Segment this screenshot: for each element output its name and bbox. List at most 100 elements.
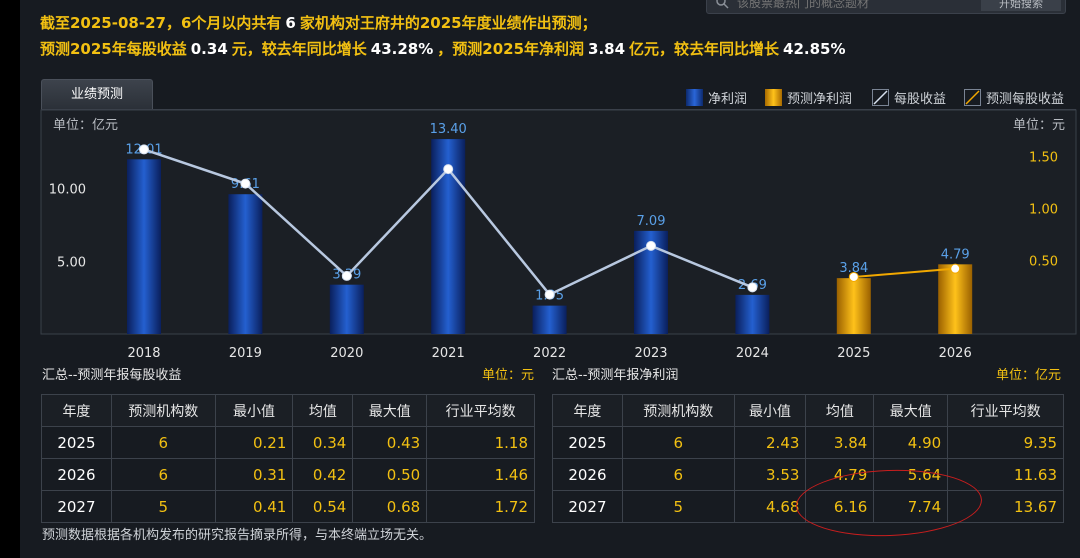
- table-row: 2025 6 2.43 3.84 4.90 9.35: [552, 426, 1064, 459]
- x-axis-tick-label: 2019: [229, 346, 262, 361]
- table-header-cell: 行业平均数: [947, 394, 1064, 427]
- forecast-eps-point: [848, 271, 859, 282]
- profit-table-title: 汇总--预测年报净利润: [552, 368, 679, 383]
- table-header-cell: 年度: [41, 394, 112, 427]
- eps-point: [443, 164, 454, 175]
- table-cell: 3.84: [805, 426, 875, 459]
- summary-line-2: 预测2025年每股收益 0.34 元，较去年同比增长 43.28% ，预测2025年净利…: [40, 38, 850, 59]
- search-box: 开始搜索: [706, 0, 1066, 14]
- summary-line-1: 截至2025-08-27，6个月以内共有 6 家机构对王府井的2025年度业绩作出预…: [40, 12, 597, 33]
- table-cell: 2027: [41, 490, 112, 523]
- table-header-cell: 均值: [292, 394, 354, 427]
- eps-point: [646, 240, 656, 251]
- table-header-cell: 最小值: [214, 394, 294, 427]
- legend-swatch-blue: [686, 89, 703, 106]
- table-cell: 2025: [552, 426, 623, 459]
- table-row: 2027 5 0.41 0.54 0.68 1.72: [41, 490, 535, 523]
- legend-item-forecast-eps[interactable]: 预测每股收益: [964, 88, 1064, 107]
- table-header-cell: 行业平均数: [426, 394, 535, 427]
- legend-label: 预测净利润: [787, 92, 853, 107]
- x-axis-tick-label: 2023: [634, 346, 667, 361]
- table-header-cell: 年度: [552, 394, 623, 427]
- profit-table-unit: 单位：亿元: [996, 368, 1062, 383]
- legend-label: 预测每股收益: [986, 92, 1065, 107]
- left-axis-tick-label: 5.00: [57, 255, 86, 270]
- left-axis-tick-label: 10.00: [49, 183, 86, 198]
- profit-summary-table: 年度 预测机构数 最小值 均值 最大值 行业平均数 2025 6 2.43 3.…: [552, 394, 1064, 523]
- legend-label: 净利润: [708, 92, 748, 107]
- net-profit-bar: [228, 194, 263, 334]
- table-row: 2025 6 0.21 0.34 0.43 1.18: [41, 426, 535, 459]
- legend-item-eps[interactable]: 每股收益: [872, 88, 946, 107]
- forecast-eps-line: [853, 267, 956, 278]
- tab-earnings-forecast[interactable]: 业绩预测: [41, 79, 153, 109]
- eps-point: [341, 270, 352, 281]
- forecast-eps-point: [950, 263, 961, 274]
- x-axis-tick-label: 2022: [533, 346, 566, 361]
- eps-forecast: 0.34: [190, 40, 228, 58]
- table-cell: 0.31: [214, 458, 294, 491]
- legend-item-forecast-net-profit[interactable]: 预测净利润: [765, 88, 852, 107]
- right-axis-tick-label: 1.00: [1029, 203, 1058, 218]
- table-cell: 6: [621, 458, 735, 491]
- table-header-cell: 预测机构数: [621, 394, 735, 427]
- table-cell: 0.50: [352, 458, 428, 491]
- net-profit-bar: [532, 305, 567, 334]
- bar-value-label: 4.79: [941, 247, 970, 262]
- table-cell: 5.64: [873, 458, 949, 491]
- x-axis-tick-label: 2020: [330, 346, 363, 361]
- table-cell: 11.63: [947, 458, 1064, 491]
- table-cell: 2026: [552, 458, 623, 491]
- table-cell: 6.16: [805, 490, 875, 523]
- table-cell: 1.18: [426, 426, 535, 459]
- table-header-cell: 均值: [805, 394, 875, 427]
- table-cell: 2.43: [733, 426, 807, 459]
- x-axis-tick-label: 2025: [837, 346, 870, 361]
- table-row: 2026 6 3.53 4.79 5.64 11.63: [552, 458, 1064, 491]
- summary-text: 亿元，较去年同比增长: [629, 40, 780, 58]
- right-axis-tick-label: 0.50: [1029, 254, 1058, 269]
- table-header-row: 年度 预测机构数 最小值 均值 最大值 行业平均数: [41, 394, 535, 427]
- table-cell: 7.74: [873, 490, 949, 523]
- net-profit-bar: [735, 294, 770, 334]
- summary-text: ，预测2025年净利润: [437, 40, 585, 58]
- table-header-cell: 预测机构数: [110, 394, 216, 427]
- profit-forecast: 3.84: [588, 40, 626, 58]
- table-cell: 0.34: [292, 426, 354, 459]
- eps-point: [240, 178, 251, 189]
- table-header-row: 年度 预测机构数 最小值 均值 最大值 行业平均数: [552, 394, 1064, 427]
- earnings-chart: 单位：亿元 单位：元 5.0010.000.501.001.5012.01201…: [40, 109, 1077, 361]
- table-cell: 9.35: [947, 426, 1064, 459]
- table-cell: 6: [110, 458, 216, 491]
- summary-text: 元，较去年同比增长: [231, 40, 367, 58]
- left-axis-unit: 单位：亿元: [53, 118, 118, 133]
- table-header-cell: 最大值: [873, 394, 949, 427]
- table-cell: 1.46: [426, 458, 535, 491]
- table-cell: 0.42: [292, 458, 354, 491]
- table-cell: 2027: [552, 490, 623, 523]
- table-cell: 4.79: [805, 458, 875, 491]
- eps-point: [139, 144, 149, 155]
- legend-item-net-profit[interactable]: 净利润: [686, 88, 747, 107]
- search-icon: [716, 0, 729, 9]
- x-axis-tick-label: 2021: [432, 346, 465, 361]
- table-cell: 6: [621, 426, 735, 459]
- table-row: 2026 6 0.31 0.42 0.50 1.46: [41, 458, 535, 491]
- right-axis-unit: 单位：元: [1013, 118, 1065, 133]
- table-cell: 0.21: [214, 426, 294, 459]
- institution-count: 6: [285, 14, 296, 32]
- footnote: 预测数据根据各机构发布的研究报告摘录所得，与本终端立场无关。: [42, 528, 433, 543]
- legend-line-icon: [872, 89, 889, 106]
- net-profit-bar: [329, 284, 364, 334]
- summary-text: 预测2025年每股收益: [40, 40, 187, 58]
- table-header-cell: 最大值: [352, 394, 428, 427]
- x-axis-tick-label: 2026: [939, 346, 972, 361]
- table-row: 2027 5 4.68 6.16 7.74 13.67: [552, 490, 1064, 523]
- table-cell: 2026: [41, 458, 112, 491]
- eps-table-title: 汇总--预测年报每股收益: [42, 368, 182, 383]
- table-cell: 3.53: [733, 458, 807, 491]
- profit-growth: 42.85%: [783, 40, 846, 58]
- search-button[interactable]: 开始搜索: [981, 0, 1061, 11]
- eps-point: [544, 289, 555, 300]
- search-input[interactable]: [737, 0, 977, 11]
